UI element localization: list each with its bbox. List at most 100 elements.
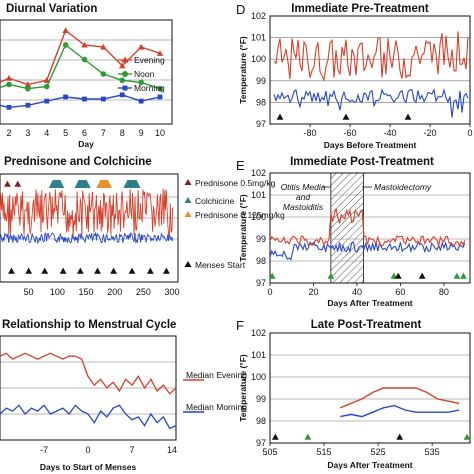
menses-start-marker — [94, 267, 101, 274]
legend-prednisone-high-marker — [184, 179, 192, 185]
panel-diurnal-xtick: 4 — [44, 128, 49, 138]
legend-noon-label: Noon — [134, 69, 155, 79]
e-ytick: 97 — [256, 278, 266, 288]
series-morning-point — [82, 96, 87, 102]
series-noon-point — [100, 71, 107, 77]
panel-late-xlabel: Days After Treatment — [327, 460, 412, 470]
series-noon-point — [157, 85, 163, 92]
f-ytick: 100 — [251, 372, 266, 382]
panel-diurnal: Diurnal Variation 2 3 4 5 6 7 8 9 10 Day Evening… — [0, 3, 173, 149]
legend-colchicine-label: Colchicine — [195, 196, 234, 206]
colchicine-marker — [453, 272, 461, 279]
legend-menses-label: Menses Start — [195, 260, 246, 270]
series-noon-point — [43, 83, 50, 90]
series-morning-point — [100, 96, 106, 102]
panel-diurnal-frame — [0, 19, 173, 125]
treatment-prednisone-low-bar — [96, 180, 112, 188]
menses-start-marker — [146, 267, 154, 274]
menses-start-marker — [59, 267, 67, 274]
panel-diurnal-xlabel: Day — [78, 139, 94, 149]
legend-prednisone-low-label: Prednisone 0.125mg/kg — [195, 210, 285, 220]
series-noon-point — [138, 79, 144, 86]
legend-menses-marker — [184, 261, 192, 267]
panel-prednisone-legend: Prednisone 0.5mg/kg Colchicine Prednison… — [184, 178, 285, 270]
treatment-prednisone-high-marker — [4, 180, 11, 187]
series-evening-line — [0, 188, 174, 238]
menses-start-marker — [404, 113, 412, 120]
f-ytick: 101 — [251, 350, 266, 360]
series-noon-point — [25, 85, 31, 92]
panel-menstrual-xlabel: Days to Start of Menses — [40, 462, 137, 472]
panel-menstrual-title: Relationship to Menstrual Cycle — [2, 319, 176, 331]
series-morning-line — [0, 94, 161, 109]
panel-prednisone: Prednisone and Colchicine 50 100 150 200 250… — [0, 156, 285, 297]
series-morning-line — [269, 240, 466, 261]
e-ytick: 98 — [256, 256, 266, 266]
series-evening-point — [81, 41, 88, 48]
annotation-otitis-line1: Otitis Media — [281, 182, 326, 192]
panel-menstrual-xtick: 7 — [129, 445, 134, 455]
legend-evening-label: Evening — [134, 55, 165, 65]
menses-start-marker — [276, 113, 284, 120]
f-ytick: 98 — [256, 416, 266, 426]
series-evening-point — [100, 43, 107, 50]
d-xtick: -40 — [383, 128, 396, 138]
menses-start-marker — [128, 267, 136, 274]
panel-diurnal-xtick: 9 — [139, 128, 144, 138]
d-ytick: 99 — [256, 76, 266, 86]
panel-prednisone-xtick: 100 — [50, 287, 65, 297]
legend-noon-marker — [122, 71, 128, 77]
panel-post-xlabel: Days After Treatment — [327, 298, 412, 308]
d-xtick: -80 — [303, 128, 316, 138]
panel-prednisone-xtick: 300 — [164, 287, 179, 297]
panel-post-treatment: E Immediate Post-Treatment 97 98 99 100 101 1… — [236, 156, 471, 308]
e-ytick: 100 — [251, 212, 266, 222]
menses-start-marker — [342, 113, 350, 120]
series-median-morning-line — [0, 404, 177, 430]
menses-start-marker — [41, 267, 49, 274]
series-evening-line — [0, 29, 161, 86]
panel-menstrual: Relationship to Menstrual Cycle -7 0 7 14 D… — [0, 319, 247, 472]
series-evening-point — [24, 81, 32, 88]
legend-median-evening-label: Median Evening — [186, 370, 247, 380]
panel-late-post-treatment: F Late Post-Treatment 97 98 99 100 101 102 50… — [236, 318, 471, 470]
menses-start-marker — [76, 267, 84, 274]
panel-pre-title: Immediate Pre-Treatment — [291, 3, 429, 15]
panel-f-letter: F — [236, 318, 244, 333]
annotation-mastoidectomy: Mastoidectomy — [374, 182, 432, 192]
legend-evening-marker — [121, 56, 129, 63]
series-evening-point — [5, 75, 13, 81]
series-morning-line — [0, 231, 174, 245]
panel-prednisone-xtick: 250 — [136, 287, 151, 297]
series-morning-point — [157, 94, 163, 100]
e-ytick: 102 — [251, 168, 266, 178]
series-morning-line — [340, 404, 460, 418]
illness-period-hatch — [330, 172, 364, 284]
panel-pre-frame — [269, 15, 471, 125]
d-xtick: -60 — [343, 128, 356, 138]
panel-diurnal-legend: Evening Noon Morning — [118, 55, 165, 93]
series-noon-point — [81, 56, 88, 63]
menses-start-marker — [272, 433, 279, 440]
legend-colchicine-marker — [184, 197, 192, 203]
panel-menstrual-xtick: -7 — [40, 445, 48, 455]
panel-diurnal-xtick: 3 — [25, 128, 30, 138]
panel-pre-ylabel: Temperature (°F) — [238, 36, 248, 104]
panel-post-title: Immediate Post-Treatment — [290, 156, 434, 168]
treatment-prednisone-high-marker — [14, 180, 22, 187]
panel-diurnal-xtick: 6 — [82, 128, 87, 138]
panel-menstrual-xtick: 0 — [85, 445, 90, 455]
series-noon-point — [62, 42, 69, 48]
annotation-otitis-line2: and — [296, 192, 310, 202]
f-ytick: 102 — [251, 328, 266, 338]
legend-median-morning-label: Median Morning — [186, 402, 247, 412]
panel-diurnal-title: Diurnal Variation — [6, 3, 97, 15]
series-evening-point — [119, 62, 126, 69]
e-xtick: 20 — [308, 287, 318, 297]
series-evening-point — [137, 43, 145, 50]
series-evening-point — [62, 27, 69, 33]
panel-late-ylabel: Temperature (°F) — [238, 354, 248, 422]
treatment-colchicine-bar — [123, 180, 141, 188]
panel-diurnal-xtick: 8 — [120, 128, 125, 138]
